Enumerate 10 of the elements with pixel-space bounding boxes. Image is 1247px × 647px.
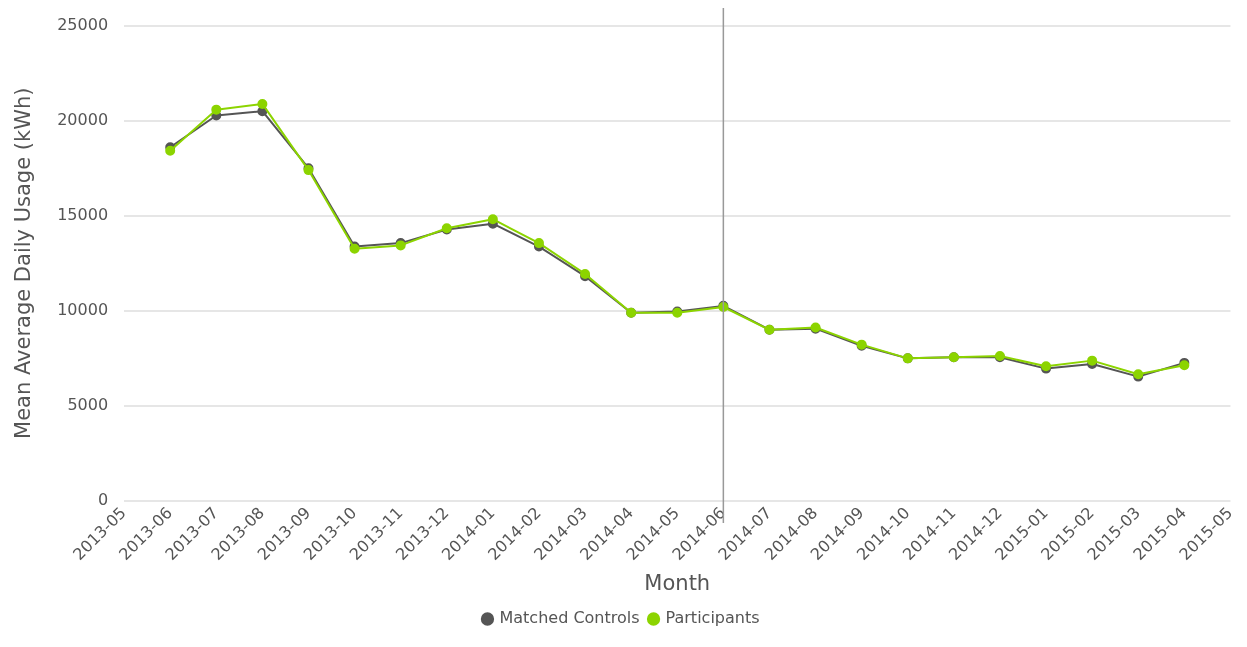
y-axis-title: Mean Average Daily Usage (kWh) xyxy=(11,87,36,439)
y-tick-label: 5000 xyxy=(67,395,109,415)
x-axis-title: Month xyxy=(644,570,711,595)
y-tick-label: 20000 xyxy=(57,109,109,129)
y-tick-label: 0 xyxy=(97,490,109,510)
legend-label: Participants xyxy=(665,608,760,628)
y-tick-label: 15000 xyxy=(57,204,109,224)
y-tick-label: 10000 xyxy=(57,299,109,319)
y-tick-label: 25000 xyxy=(57,14,109,34)
legend-label: Matched Controls xyxy=(499,608,640,628)
